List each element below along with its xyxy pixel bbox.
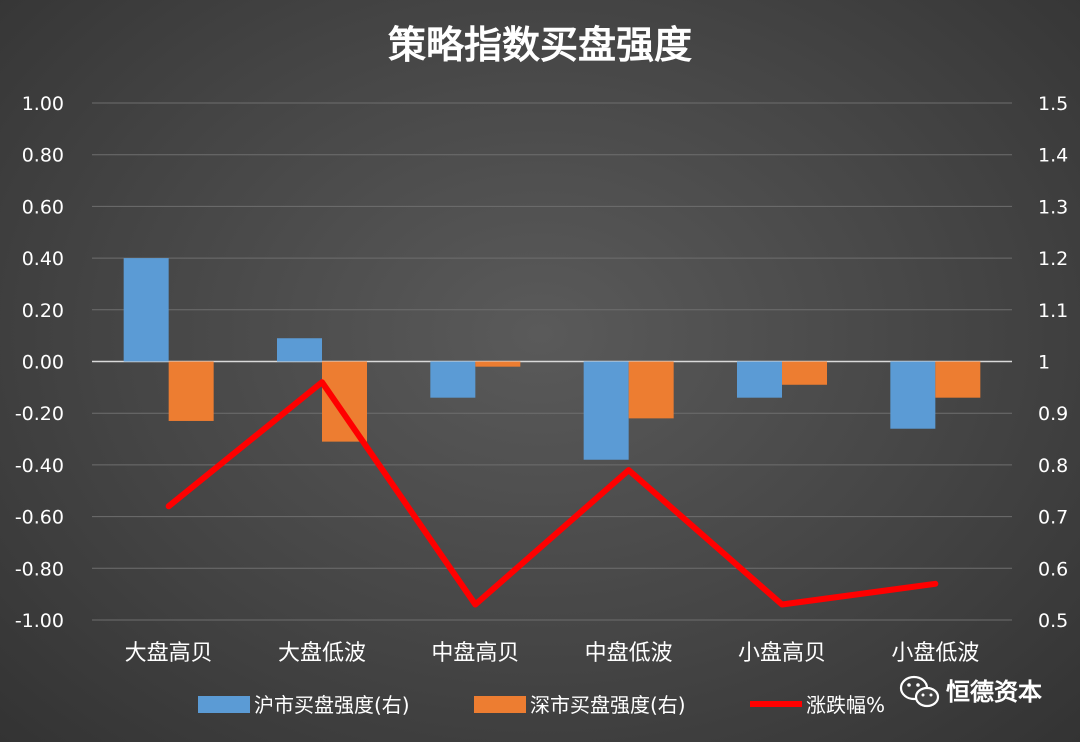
wechat-icon bbox=[899, 675, 940, 708]
right-tick-label: 0.5 bbox=[1038, 610, 1068, 632]
right-tick-label: 0.6 bbox=[1038, 558, 1068, 580]
legend-label: 涨跌幅% bbox=[806, 693, 885, 717]
right-tick-label: 1.2 bbox=[1038, 248, 1068, 270]
left-tick-label: 0.80 bbox=[22, 145, 64, 167]
right-tick-label: 1.1 bbox=[1038, 300, 1068, 322]
legend-label: 深市买盘强度(右) bbox=[530, 693, 686, 717]
right-tick-label: 1.4 bbox=[1038, 145, 1068, 167]
bar-sz-2 bbox=[475, 361, 521, 367]
bar-sh-0 bbox=[123, 258, 169, 362]
left-tick-label: 0.20 bbox=[22, 300, 64, 322]
left-tick-label: -0.60 bbox=[15, 507, 64, 529]
bar-sh-3 bbox=[583, 361, 629, 460]
bars bbox=[123, 258, 981, 460]
line-change-pct bbox=[165, 379, 939, 608]
category-label: 大盘高贝 bbox=[125, 641, 213, 666]
left-tick-label: -0.40 bbox=[15, 455, 64, 477]
bar-sz-3 bbox=[628, 361, 674, 419]
category-label: 小盘高贝 bbox=[738, 641, 826, 666]
bar-sh-2 bbox=[430, 361, 476, 398]
left-tick-label: 0.60 bbox=[22, 196, 64, 218]
legend: 沪市买盘强度(右) 深市买盘强度(右) 涨跌幅% bbox=[198, 693, 885, 717]
left-tick-label: -0.80 bbox=[15, 558, 64, 580]
bar-sz-0 bbox=[168, 361, 214, 421]
right-tick-label: 1 bbox=[1038, 352, 1050, 374]
category-label: 中盘高贝 bbox=[431, 641, 519, 666]
legend-label: 沪市买盘强度(右) bbox=[254, 693, 410, 717]
legend-swatch bbox=[198, 696, 250, 713]
bar-sh-1 bbox=[277, 338, 322, 362]
right-tick-label: 0.8 bbox=[1038, 455, 1068, 477]
right-tick-label: 0.9 bbox=[1038, 403, 1068, 425]
chart-title: 策略指数买盘强度 bbox=[388, 23, 692, 67]
right-tick-label: 1.3 bbox=[1038, 196, 1068, 218]
category-label: 小盘低波 bbox=[891, 641, 979, 666]
legend-swatch bbox=[474, 696, 526, 713]
bar-sh-4 bbox=[737, 361, 782, 398]
right-tick-label: 0.7 bbox=[1038, 507, 1068, 529]
brand: 恒德资本 bbox=[899, 675, 1042, 708]
bar-sz-4 bbox=[782, 361, 827, 385]
grid bbox=[92, 102, 1012, 621]
right-tick-label: 1.5 bbox=[1038, 93, 1068, 115]
category-labels: 大盘高贝 大盘低波 中盘高贝 中盘低波 小盘高贝 小盘低波 bbox=[125, 641, 980, 666]
left-tick-label: 1.00 bbox=[22, 93, 64, 115]
category-label: 大盘低波 bbox=[278, 641, 366, 666]
left-tick-label: 0.40 bbox=[22, 248, 64, 270]
bar-sz-1 bbox=[322, 361, 367, 442]
bar-sz-5 bbox=[935, 361, 981, 398]
left-tick-label: 0.00 bbox=[22, 352, 64, 374]
left-axis: 1.00 0.80 0.60 0.40 0.20 0.00 -0.20 -0.40 -0.60 -… bbox=[15, 93, 64, 632]
left-tick-label: -0.20 bbox=[15, 403, 64, 425]
left-tick-label: -1.00 bbox=[15, 610, 64, 632]
bar-sh-5 bbox=[890, 361, 936, 429]
category-label: 中盘低波 bbox=[585, 641, 673, 666]
right-axis: 1.5 1.4 1.3 1.2 1.1 1 0.9 0.8 0.7 0.6 0.5 bbox=[1038, 93, 1068, 632]
line-series bbox=[165, 379, 939, 608]
brand-text: 恒德资本 bbox=[946, 678, 1042, 706]
